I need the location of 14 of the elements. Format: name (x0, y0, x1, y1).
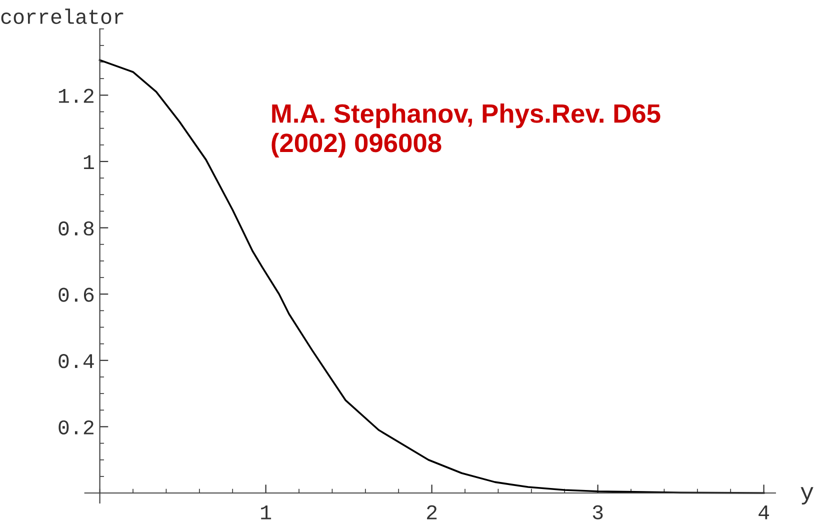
y-tick-label: 0.6 (58, 288, 94, 302)
y-tick-label: 1.2 (58, 88, 94, 103)
x-tick-label: 1 (261, 505, 272, 520)
y-tick-label: 0.8 (58, 221, 94, 236)
annotation: M.A. Stephanov, Phys.Rev. D65 (2002) 096008 (272, 104, 660, 158)
y-axis-title: correlator (1, 8, 124, 24)
y-tick-label: 0.4 (58, 354, 94, 368)
line-series (98, 59, 765, 494)
x-tick-label: 2 (427, 505, 437, 520)
y-tick-label: 0.2 (58, 420, 94, 434)
y-tick-label: 1 (84, 155, 94, 170)
x-axis-title: y (800, 487, 814, 505)
x-tick-label: 3 (592, 505, 603, 520)
x-tick-label: 4 (758, 505, 769, 520)
